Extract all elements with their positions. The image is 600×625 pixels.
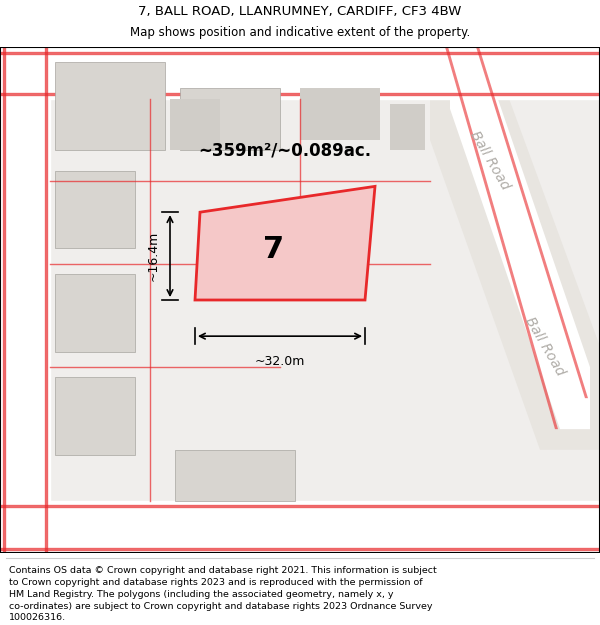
Bar [45,47,47,553]
Text: co-ordinates) are subject to Crown copyright and database rights 2023 Ordnance S: co-ordinates) are subject to Crown copyr… [9,602,433,611]
Bar [55,62,165,150]
Text: to Crown copyright and database rights 2023 and is reproduced with the permissio: to Crown copyright and database rights 2… [9,578,422,587]
Polygon shape [430,47,600,450]
Bar [0,93,600,96]
Bar [55,171,135,248]
Bar [3,47,5,553]
Bar [0,501,600,553]
Bar [0,47,600,99]
Polygon shape [445,47,558,429]
Bar [55,378,135,455]
Polygon shape [195,186,375,300]
Bar [180,88,280,150]
Text: ~32.0m: ~32.0m [255,355,305,367]
Bar [175,450,295,501]
Bar [0,504,600,507]
Text: Contains OS data © Crown copyright and database right 2021. This information is : Contains OS data © Crown copyright and d… [9,566,437,575]
Text: 7, BALL ROAD, LLANRUMNEY, CARDIFF, CF3 4BW: 7, BALL ROAD, LLANRUMNEY, CARDIFF, CF3 4… [139,5,461,18]
Bar [300,88,380,140]
Polygon shape [476,47,588,398]
Bar [390,104,425,150]
Bar [0,548,600,550]
Text: Map shows position and indicative extent of the property.: Map shows position and indicative extent… [130,26,470,39]
Bar [0,52,600,54]
Text: 7: 7 [263,235,284,264]
Text: ~359m²/~0.089ac.: ~359m²/~0.089ac. [199,141,371,159]
Text: Ball Road: Ball Road [523,314,568,378]
Bar [170,99,220,150]
Text: 100026316.: 100026316. [9,614,66,622]
Polygon shape [450,47,590,429]
Bar [0,47,50,553]
Text: ~16.4m: ~16.4m [147,231,160,281]
Text: Ball Road: Ball Road [467,129,512,192]
Text: HM Land Registry. The polygons (including the associated geometry, namely x, y: HM Land Registry. The polygons (includin… [9,590,394,599]
Bar [55,274,135,352]
